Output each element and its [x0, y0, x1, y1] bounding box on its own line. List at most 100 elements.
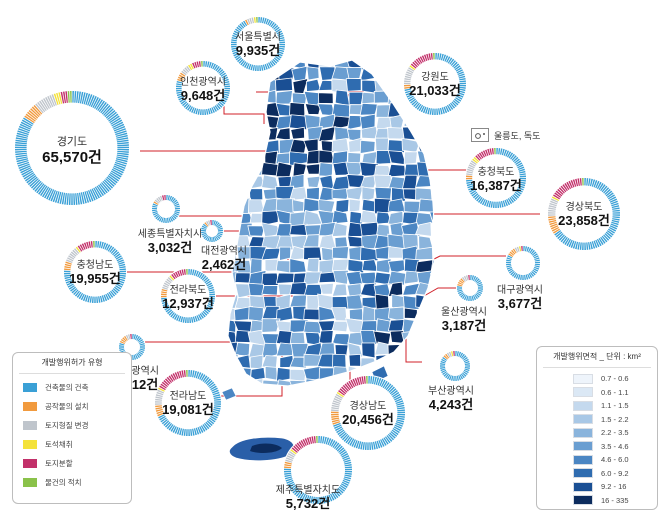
donut-tick-building — [192, 370, 195, 378]
donut-tick-building — [284, 476, 293, 480]
district-cell — [374, 293, 390, 310]
donut-tick-building — [223, 93, 230, 97]
donut-tick-building — [117, 152, 129, 156]
donut-tick-land_change — [72, 249, 78, 256]
donut-tick-building — [64, 274, 71, 277]
donut-tick-building — [87, 94, 93, 106]
district-cell — [432, 137, 434, 154]
district-cell — [228, 366, 238, 383]
donut-tick-land_change — [331, 406, 339, 410]
donut-tick-building — [113, 251, 120, 257]
donut-tick-building — [119, 342, 125, 346]
donut-tick-building — [23, 117, 34, 125]
donut-background — [403, 52, 467, 116]
donut-tick-land_change — [466, 173, 473, 176]
donut-tick-building — [269, 61, 274, 67]
donut-tick-building — [214, 236, 217, 242]
donut-tick-building — [274, 26, 280, 32]
donut-tick-building — [106, 176, 117, 186]
donut-tick-building — [394, 424, 402, 430]
donut-tick-land_change — [285, 457, 293, 461]
donut-tick-building — [603, 234, 610, 241]
donut-tick-building — [201, 312, 206, 318]
legend-type-label: 물건의 적치 — [45, 478, 82, 487]
donut-tick-subdivision — [160, 383, 167, 389]
legend-area-label: 0.6 - 1.1 — [601, 387, 629, 397]
donut-tick-subdivision — [166, 376, 173, 383]
region-count: 12,937건 — [162, 295, 214, 311]
district-cell — [331, 283, 348, 297]
district-cell — [433, 199, 434, 215]
donut-tick-building — [276, 52, 283, 57]
donut-tick-building — [179, 98, 185, 103]
donut-tick-building — [231, 41, 237, 44]
donut-tick-storage — [93, 241, 95, 248]
donut-tick-building — [214, 403, 221, 405]
donut-tick-structure — [512, 248, 517, 254]
donut-tick-building — [344, 463, 352, 467]
donut-background — [283, 435, 353, 505]
donut-tick-building — [524, 274, 526, 280]
district-cell — [291, 92, 308, 106]
donut-tick-building — [91, 296, 94, 303]
donut-tick-building — [163, 304, 170, 309]
donut-tick-building — [477, 288, 483, 290]
district-cell — [387, 69, 407, 81]
donut-tick-soil — [336, 391, 344, 398]
donut-tick-building — [343, 476, 352, 480]
donut-tick-building — [572, 241, 577, 249]
donut-tick-building — [456, 69, 463, 74]
donut-tick-building — [589, 241, 593, 250]
donut-tick-building — [90, 96, 97, 108]
donut-tick-building — [206, 61, 210, 68]
district-cell — [234, 272, 251, 284]
donut-tick-storage — [366, 376, 368, 384]
donut-tick-structure — [28, 109, 39, 119]
district-cell — [387, 319, 405, 332]
donut-tick-storage — [582, 178, 584, 186]
district-cell — [305, 78, 322, 92]
donut-tick-subdivision — [478, 152, 484, 159]
region-name: 서울특별시 — [235, 32, 281, 43]
district-cell — [404, 379, 418, 386]
donut-tick-building — [204, 278, 210, 284]
donut-tick-building — [252, 64, 255, 71]
donut-tick-building — [515, 160, 522, 166]
donut-tick-building — [84, 191, 90, 203]
donut-tick-building — [178, 96, 185, 101]
donut-tick-building — [445, 105, 450, 113]
district-cell — [319, 174, 335, 190]
donut-tick-building — [176, 427, 181, 435]
donut-tick-building — [224, 87, 230, 90]
donut-tick-building — [189, 317, 192, 323]
donut-tick-building — [161, 299, 168, 302]
donut-tick-building — [197, 426, 202, 434]
district-cell — [374, 271, 392, 286]
donut-tick-building — [393, 426, 401, 432]
legend-area-item: 16 - 335 — [537, 494, 657, 508]
donut-tick-building — [598, 237, 604, 245]
donut-tick-building — [73, 193, 76, 205]
donut-tick-building — [103, 294, 108, 302]
donut-tick-building — [176, 85, 182, 88]
donut-tick-building — [384, 436, 391, 444]
district-cell — [331, 246, 350, 260]
donut-tick-building — [380, 379, 386, 388]
donut-tick-land_change — [47, 96, 54, 108]
donut-tick-building — [155, 214, 160, 220]
donut-tick-building — [183, 428, 186, 436]
donut-tick-building — [392, 391, 400, 398]
donut-tick-building — [338, 431, 346, 437]
donut-tick-land_change — [156, 391, 164, 396]
donut-tick-building — [196, 315, 200, 321]
donut-tick-building — [582, 242, 584, 250]
donut-tick-building — [170, 196, 175, 202]
legend-area-item: 9.2 - 16 — [537, 480, 657, 494]
district-cell — [430, 185, 434, 200]
district-cell — [228, 137, 239, 152]
donut-tick-building — [462, 371, 468, 376]
donut-tick-structure — [33, 104, 43, 115]
donut-tick-building — [461, 294, 466, 300]
donut-tick-subdivision — [86, 241, 90, 249]
donut-tick-building — [169, 216, 174, 222]
